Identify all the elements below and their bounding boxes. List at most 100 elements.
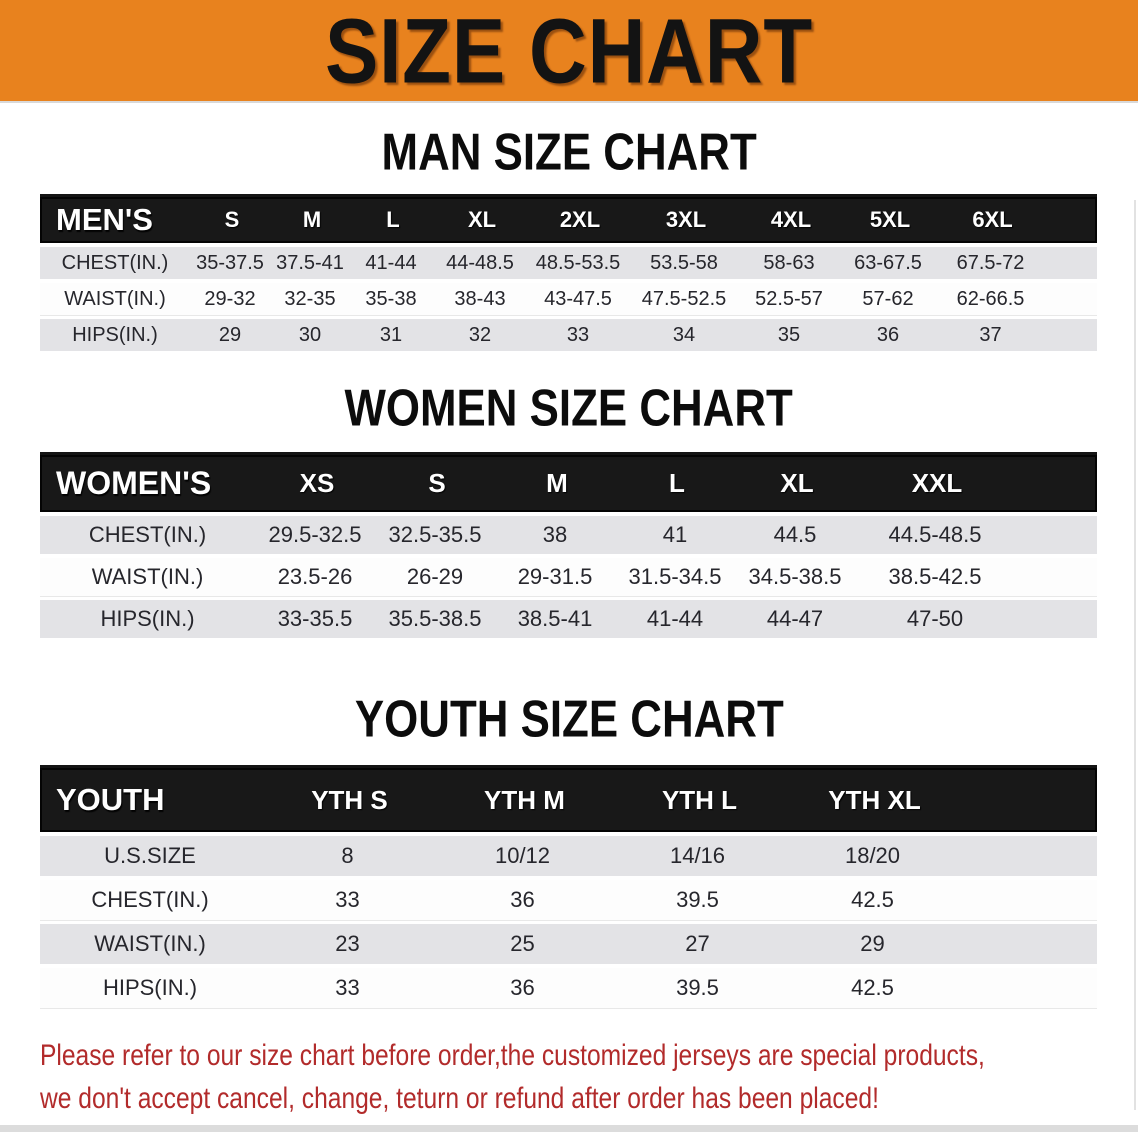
measurement-value: 44.5 <box>773 522 817 547</box>
measurement-value: 32.5-35.5 <box>388 522 482 547</box>
measurement-value: 29-32 <box>204 287 256 310</box>
measurement-row-label: U.S.SIZE <box>104 843 196 868</box>
measurement-row-label: WAIST(IN.) <box>91 564 204 589</box>
measurement-value: 32-35 <box>284 287 336 310</box>
size-column-header: YTH S <box>311 784 388 815</box>
size-column-header: S <box>224 207 240 232</box>
measurement-value: 38.5-42.5 <box>888 564 982 589</box>
men-size-table: MEN'S S M L XL 2XL 3XL 4XL 5XL 6XL CHEST(IN.) 35-37… <box>40 197 1097 351</box>
measurement-value: 23.5-26 <box>277 564 353 589</box>
measurement-value: 52.5-57 <box>755 287 823 310</box>
measurement-value: 33 <box>335 975 360 1000</box>
right-edge-strip <box>1134 200 1136 1110</box>
measurement-value: 10/12 <box>494 843 551 868</box>
measurement-value: 62-66.5 <box>956 287 1025 310</box>
measurement-value: 34.5-38.5 <box>748 564 842 589</box>
measurement-value: 33 <box>335 887 360 912</box>
measurement-value: 26-29 <box>406 564 464 589</box>
men-section-heading: MAN SIZE CHART <box>0 122 1138 181</box>
measurement-value: 63-67.5 <box>854 251 922 274</box>
measurement-row-label: HIPS(IN.) <box>102 975 198 1000</box>
measurement-value: 38 <box>542 522 568 547</box>
table-group-label: YOUTH <box>56 782 165 817</box>
measurement-row: CHEST(IN.) 35-37.5 37.5-41 41-44 44-48.5 48.5… <box>40 247 1097 279</box>
measurement-value: 35.5-38.5 <box>388 606 482 631</box>
measurement-value: 18/20 <box>844 843 901 868</box>
measurement-value: 35-38 <box>365 287 417 310</box>
measurement-value: 67.5-72 <box>956 251 1025 274</box>
measurement-value: 29 <box>218 323 242 346</box>
measurement-value: 29-31.5 <box>517 564 593 589</box>
youth-section-heading-text: YOUTH SIZE CHART <box>354 689 784 748</box>
size-column-header: M <box>302 207 322 232</box>
measurement-value: 33-35.5 <box>277 606 353 631</box>
measurement-value: 48.5-53.5 <box>535 251 621 274</box>
order-disclaimer: Please refer to our size chart before or… <box>40 1034 1138 1120</box>
measurement-value: 30 <box>298 323 322 346</box>
measurement-value: 41 <box>662 522 688 547</box>
measurement-value: 36 <box>510 887 535 912</box>
measurement-row: HIPS(IN.) 29 30 31 32 33 34 35 36 37 <box>40 319 1097 351</box>
measurement-value: 33 <box>566 323 590 346</box>
measurement-value: 36 <box>510 975 535 1000</box>
measurement-value: 43-47.5 <box>544 287 612 310</box>
measurement-value: 44.5-48.5 <box>888 522 982 547</box>
measurement-value: 38-43 <box>454 287 506 310</box>
measurement-value: 42.5 <box>851 975 894 1000</box>
measurement-value: 47.5-52.5 <box>641 287 727 310</box>
size-column-header: XS <box>299 468 335 498</box>
measurement-value: 36 <box>876 323 900 346</box>
measurement-value: 41-44 <box>365 251 417 274</box>
measurement-value: 39.5 <box>676 887 719 912</box>
measurement-row-label: HIPS(IN.) <box>100 606 195 631</box>
size-column-header: 2XL <box>559 207 601 232</box>
measurement-value: 44-47 <box>766 606 824 631</box>
measurement-value: 34 <box>672 323 696 346</box>
measurement-row: CHEST(IN.) 33 36 39.5 42.5 <box>40 880 1097 920</box>
bottom-edge-strip <box>0 1125 1138 1132</box>
women-section-heading: WOMEN SIZE CHART <box>0 378 1138 437</box>
measurement-row-label: WAIST(IN.) <box>64 287 166 310</box>
measurement-value: 37 <box>979 323 1002 346</box>
measurement-value: 29.5-32.5 <box>268 522 362 547</box>
measurement-value: 23 <box>335 931 360 956</box>
size-column-header: XXL <box>911 468 963 498</box>
measurement-row-label: HIPS(IN.) <box>72 323 158 346</box>
measurement-row-label: WAIST(IN.) <box>94 931 206 956</box>
measurement-row-label: CHEST(IN.) <box>88 522 207 547</box>
measurement-row: U.S.SIZE 8 10/12 14/16 18/20 <box>40 836 1097 876</box>
size-column-header: L <box>669 468 685 498</box>
measurement-row: WAIST(IN.) 23.5-26 26-29 29-31.5 31.5-34.5 34… <box>40 558 1097 596</box>
youth-section-heading: YOUTH SIZE CHART <box>0 689 1138 748</box>
measurement-value: 58-63 <box>763 251 815 274</box>
measurement-value: 44-48.5 <box>446 251 514 274</box>
measurement-value: 8 <box>341 843 354 868</box>
measurement-value: 42.5 <box>851 887 894 912</box>
measurement-value: 35 <box>777 323 801 346</box>
men-section-heading-text: MAN SIZE CHART <box>381 122 757 181</box>
women-size-table: WOMEN'S XS S M L XL XXL CHEST(IN.) 29.5-32.5 32.5… <box>40 455 1097 638</box>
measurement-value: 25 <box>510 931 535 956</box>
youth-size-table: YOUTH YTH S YTH M YTH L YTH XL U.S.SIZE 8 10/12… <box>40 768 1097 1008</box>
measurement-value: 31 <box>379 323 403 346</box>
women-section-heading-text: WOMEN SIZE CHART <box>344 378 794 437</box>
measurement-value: 31.5-34.5 <box>628 564 722 589</box>
measurement-value: 29 <box>860 931 885 956</box>
size-column-header: 4XL <box>770 207 812 232</box>
table-header-row: YOUTH YTH S YTH M YTH L YTH XL <box>40 768 1097 832</box>
size-column-header: XL <box>780 468 814 498</box>
measurement-value: 39.5 <box>676 975 719 1000</box>
measurement-row: CHEST(IN.) 29.5-32.5 32.5-35.5 38 41 44.5 44.5… <box>40 516 1097 554</box>
measurement-value: 32 <box>468 323 492 346</box>
measurement-value: 41-44 <box>646 606 704 631</box>
measurement-value: 38.5-41 <box>517 606 593 631</box>
table-header-row: WOMEN'S XS S M L XL XXL <box>40 455 1097 512</box>
measurement-value: 35-37.5 <box>196 251 264 274</box>
table-header-row: MEN'S S M L XL 2XL 3XL 4XL 5XL 6XL <box>40 197 1097 243</box>
size-column-header: XL <box>467 207 497 232</box>
measurement-row-label: CHEST(IN.) <box>91 887 209 912</box>
size-column-header: 3XL <box>665 207 707 232</box>
measurement-row: HIPS(IN.) 33 36 39.5 42.5 <box>40 968 1097 1008</box>
disclaimer-line-2: we don't accept cancel, change, teturn o… <box>40 1082 879 1115</box>
banner-title: SIZE CHART <box>325 0 813 103</box>
